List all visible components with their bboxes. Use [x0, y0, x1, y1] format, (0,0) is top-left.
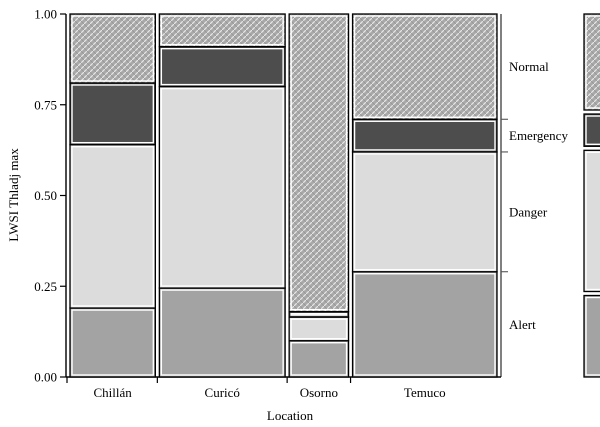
mosaic-tile — [351, 13, 498, 120]
mosaic-tile-highlight — [353, 120, 496, 151]
legend-swatch — [583, 149, 600, 293]
mosaic-tile-highlight — [160, 47, 284, 86]
legend-swatch-highlight — [585, 15, 600, 109]
level-label: Normal — [509, 59, 549, 74]
legend-swatch-highlight — [585, 296, 600, 376]
mosaic-column — [351, 13, 498, 378]
mosaic-tile — [351, 118, 498, 153]
mosaic-tile-highlight — [71, 145, 155, 307]
mosaic-tile-highlight — [290, 342, 348, 376]
right-axis: Normal Emergency Danger Alert — [501, 59, 568, 332]
x-tick-label: Curicó — [205, 385, 240, 400]
x-axis: Chillán Curicó Osorno Temuco — [66, 377, 446, 400]
x-tick-label: Chillán — [94, 385, 133, 400]
level-label: Emergency — [509, 128, 568, 143]
x-tick-label: Temuco — [404, 385, 446, 400]
y-tick-label: 0.25 — [34, 279, 57, 294]
mosaic-tile-highlight — [160, 87, 284, 287]
mosaic-tile-highlight — [71, 84, 155, 144]
legend-swatch — [583, 113, 600, 147]
mosaic-tile — [288, 340, 350, 378]
y-tick-label: 0.00 — [34, 370, 57, 385]
mosaic-tile — [351, 151, 498, 273]
mosaic-tile-highlight — [290, 318, 348, 340]
mosaic-tile — [69, 13, 156, 84]
y-tick-label: 0.50 — [34, 188, 57, 203]
legend-swatch-highlight — [585, 115, 600, 146]
mosaic-tile — [158, 287, 286, 378]
mosaic-tile — [288, 13, 350, 313]
mosaic-tile — [351, 271, 498, 378]
x-axis-title: Location — [267, 408, 314, 423]
level-label: Danger — [509, 204, 548, 219]
y-axis-title: LWSI Thladj max — [6, 148, 21, 242]
y-tick-label: 0.75 — [34, 97, 57, 112]
mosaic-column — [158, 13, 286, 378]
mosaic-tile-highlight — [71, 309, 155, 376]
mosaic-tile — [158, 46, 286, 88]
mosaic-tile — [69, 307, 156, 378]
mosaic-tile — [158, 13, 286, 48]
legend-strip — [583, 13, 600, 378]
mosaic-tile-highlight — [353, 273, 496, 376]
mosaic-column — [69, 13, 156, 378]
mosaic-tile-highlight — [290, 15, 348, 311]
mosaic-tile — [288, 316, 350, 342]
mosaic-tile — [288, 311, 350, 318]
mosaic-tile — [69, 144, 156, 309]
level-label: Alert — [509, 317, 536, 332]
mosaic-tile-highlight — [353, 153, 496, 271]
legend-swatch-highlight — [585, 151, 600, 291]
mosaic-tile-highlight — [353, 15, 496, 118]
y-axis: 0.00 0.25 0.50 0.75 1.00 — [34, 7, 66, 385]
mosaic-column — [288, 13, 350, 378]
x-tick-label: Osorno — [300, 385, 338, 400]
legend-swatch — [583, 13, 600, 111]
y-tick-label: 1.00 — [34, 7, 57, 22]
mosaic-tile — [69, 82, 156, 146]
mosaic-tile-highlight — [160, 15, 284, 46]
mosaic-tile-highlight — [290, 312, 348, 316]
mosaic-tile-highlight — [71, 15, 155, 82]
legend-swatch — [583, 294, 600, 378]
mosaic-tiles — [69, 13, 498, 378]
mosaic-tile-highlight — [160, 289, 284, 376]
mosaic-tile — [158, 85, 286, 289]
